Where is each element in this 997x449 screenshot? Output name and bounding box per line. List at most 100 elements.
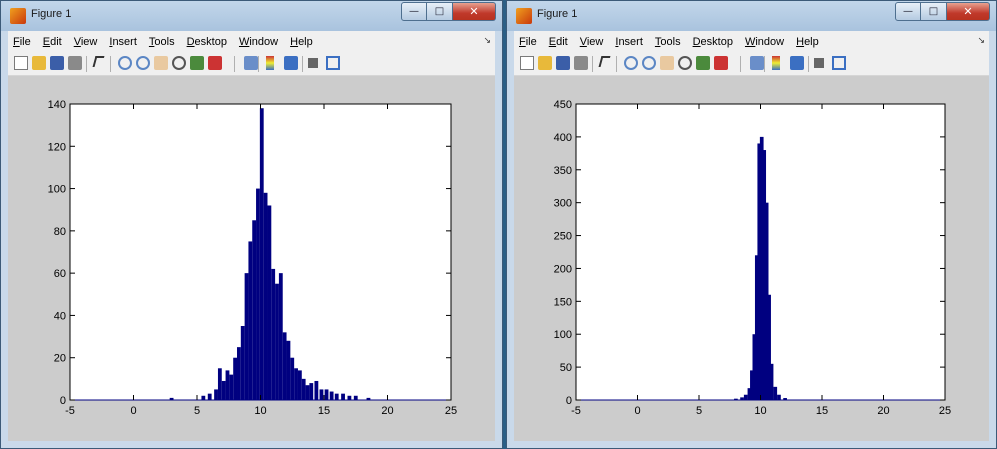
menu-desktop[interactable]: Desktop	[182, 36, 234, 48]
x-tick-label: -5	[65, 405, 75, 417]
data-cursor-icon[interactable]	[696, 56, 710, 70]
menu-mnemonic: D	[692, 36, 701, 48]
histogram-bar	[764, 202, 769, 400]
menu-window[interactable]: Window	[740, 36, 791, 48]
menu-mnemonic: H	[796, 36, 805, 48]
link-plot-icon[interactable]	[750, 56, 764, 70]
zoom-out-icon[interactable]	[136, 56, 150, 70]
figure-toolbar	[8, 53, 495, 76]
close-button[interactable]: ✕	[453, 2, 496, 21]
legend-icon[interactable]	[790, 56, 804, 70]
new-figure-icon[interactable]	[14, 56, 28, 70]
title-bar[interactable]: Figure 1 — □ ✕	[507, 1, 996, 31]
open-file-icon[interactable]	[32, 56, 46, 70]
menu-edit[interactable]: Edit	[38, 36, 69, 48]
menu-mnemonic: D	[186, 36, 195, 48]
histogram-bar	[259, 108, 264, 400]
figure-canvas[interactable]: -5 0 5 10 15 20 25 0 20 40 60 80 100 120 140	[8, 76, 495, 441]
menu-file[interactable]: File	[8, 36, 38, 48]
hide-plot-tools-icon[interactable]	[308, 58, 318, 68]
histogram-bar	[286, 340, 291, 400]
edit-plot-icon[interactable]	[598, 56, 611, 67]
menu-insert[interactable]: Insert	[104, 36, 144, 48]
x-tick-label: -5	[571, 405, 581, 417]
legend-icon[interactable]	[284, 56, 298, 70]
pan-icon[interactable]	[154, 56, 168, 70]
x-tick-label: 25	[445, 405, 457, 417]
menu-help[interactable]: Help	[285, 36, 320, 48]
toolbar-separator	[808, 56, 809, 72]
show-plot-tools-icon[interactable]	[326, 56, 340, 70]
figure-canvas[interactable]: -5 0 5 10 15 20 25 0 50 100 150 200 250 300 350 400 450	[514, 76, 989, 441]
menu-tools[interactable]: Tools	[144, 36, 182, 48]
maximize-button[interactable]: □	[427, 2, 453, 21]
save-icon[interactable]	[556, 56, 570, 70]
toolbar-separator	[86, 56, 87, 72]
zoom-in-icon[interactable]	[624, 56, 638, 70]
print-icon[interactable]	[68, 56, 82, 70]
zoom-out-icon[interactable]	[642, 56, 656, 70]
histogram-bar	[252, 220, 257, 400]
brush-icon[interactable]	[714, 56, 728, 70]
maximize-button[interactable]: □	[921, 2, 947, 21]
y-tick-label: 150	[554, 296, 572, 308]
histogram-bar	[347, 395, 352, 400]
window-controls: — □ ✕	[401, 2, 496, 21]
menu-view[interactable]: View	[575, 36, 611, 48]
edit-plot-icon[interactable]	[92, 56, 105, 67]
pan-icon[interactable]	[660, 56, 674, 70]
menu-label-rest: ile	[19, 36, 31, 48]
y-tick-label: 40	[54, 310, 66, 322]
minimize-button[interactable]: —	[895, 2, 921, 21]
histogram-bar	[229, 374, 234, 400]
title-bar[interactable]: Figure 1 — □ ✕	[1, 1, 502, 31]
menu-mnemonic: W	[238, 36, 250, 48]
menu-mnemonic: H	[290, 36, 299, 48]
toolbar-separator	[234, 56, 235, 72]
histogram-bar	[773, 386, 778, 400]
menu-overflow-icon[interactable]: ↘	[483, 35, 491, 45]
menu-label-rest: iew	[80, 36, 98, 48]
menu-overflow-icon[interactable]: ↘	[977, 35, 985, 45]
histogram-bar	[221, 380, 226, 400]
brush-icon[interactable]	[208, 56, 222, 70]
colorbar-icon[interactable]	[772, 56, 780, 70]
histogram-bar	[233, 357, 238, 400]
menu-window[interactable]: Window	[234, 36, 285, 48]
matlab-icon	[516, 8, 532, 24]
menu-desktop[interactable]: Desktop	[688, 36, 740, 48]
menu-tools[interactable]: Tools	[650, 36, 688, 48]
window-title: Figure 1	[537, 8, 578, 20]
show-plot-tools-icon[interactable]	[832, 56, 846, 70]
minimize-button[interactable]: —	[401, 2, 427, 21]
open-file-icon[interactable]	[538, 56, 552, 70]
histogram-bar	[783, 398, 787, 400]
menu-file[interactable]: File	[514, 36, 544, 48]
histogram-bar	[207, 393, 212, 400]
data-cursor-icon[interactable]	[190, 56, 204, 70]
histogram-bar	[759, 136, 764, 400]
menu-edit[interactable]: Edit	[544, 36, 575, 48]
histogram-bar	[740, 397, 744, 400]
histogram-bar	[777, 394, 781, 400]
new-figure-icon[interactable]	[520, 56, 534, 70]
menu-mnemonic: V	[579, 36, 587, 48]
toolbar-separator	[592, 56, 593, 72]
zoom-in-icon[interactable]	[118, 56, 132, 70]
histogram-bar	[734, 398, 738, 400]
menu-mnemonic: F	[13, 36, 20, 48]
histogram-bar	[754, 255, 759, 400]
rotate-3d-icon[interactable]	[678, 56, 692, 70]
menu-insert[interactable]: Insert	[610, 36, 650, 48]
menu-help[interactable]: Help	[791, 36, 826, 48]
colorbar-icon[interactable]	[266, 56, 274, 70]
histogram-bar	[240, 326, 245, 400]
close-button[interactable]: ✕	[947, 2, 990, 21]
link-plot-icon[interactable]	[244, 56, 258, 70]
save-icon[interactable]	[50, 56, 64, 70]
rotate-3d-icon[interactable]	[172, 56, 186, 70]
hide-plot-tools-icon[interactable]	[814, 58, 824, 68]
menu-view[interactable]: View	[69, 36, 105, 48]
y-tick-label: 200	[554, 263, 572, 275]
print-icon[interactable]	[574, 56, 588, 70]
